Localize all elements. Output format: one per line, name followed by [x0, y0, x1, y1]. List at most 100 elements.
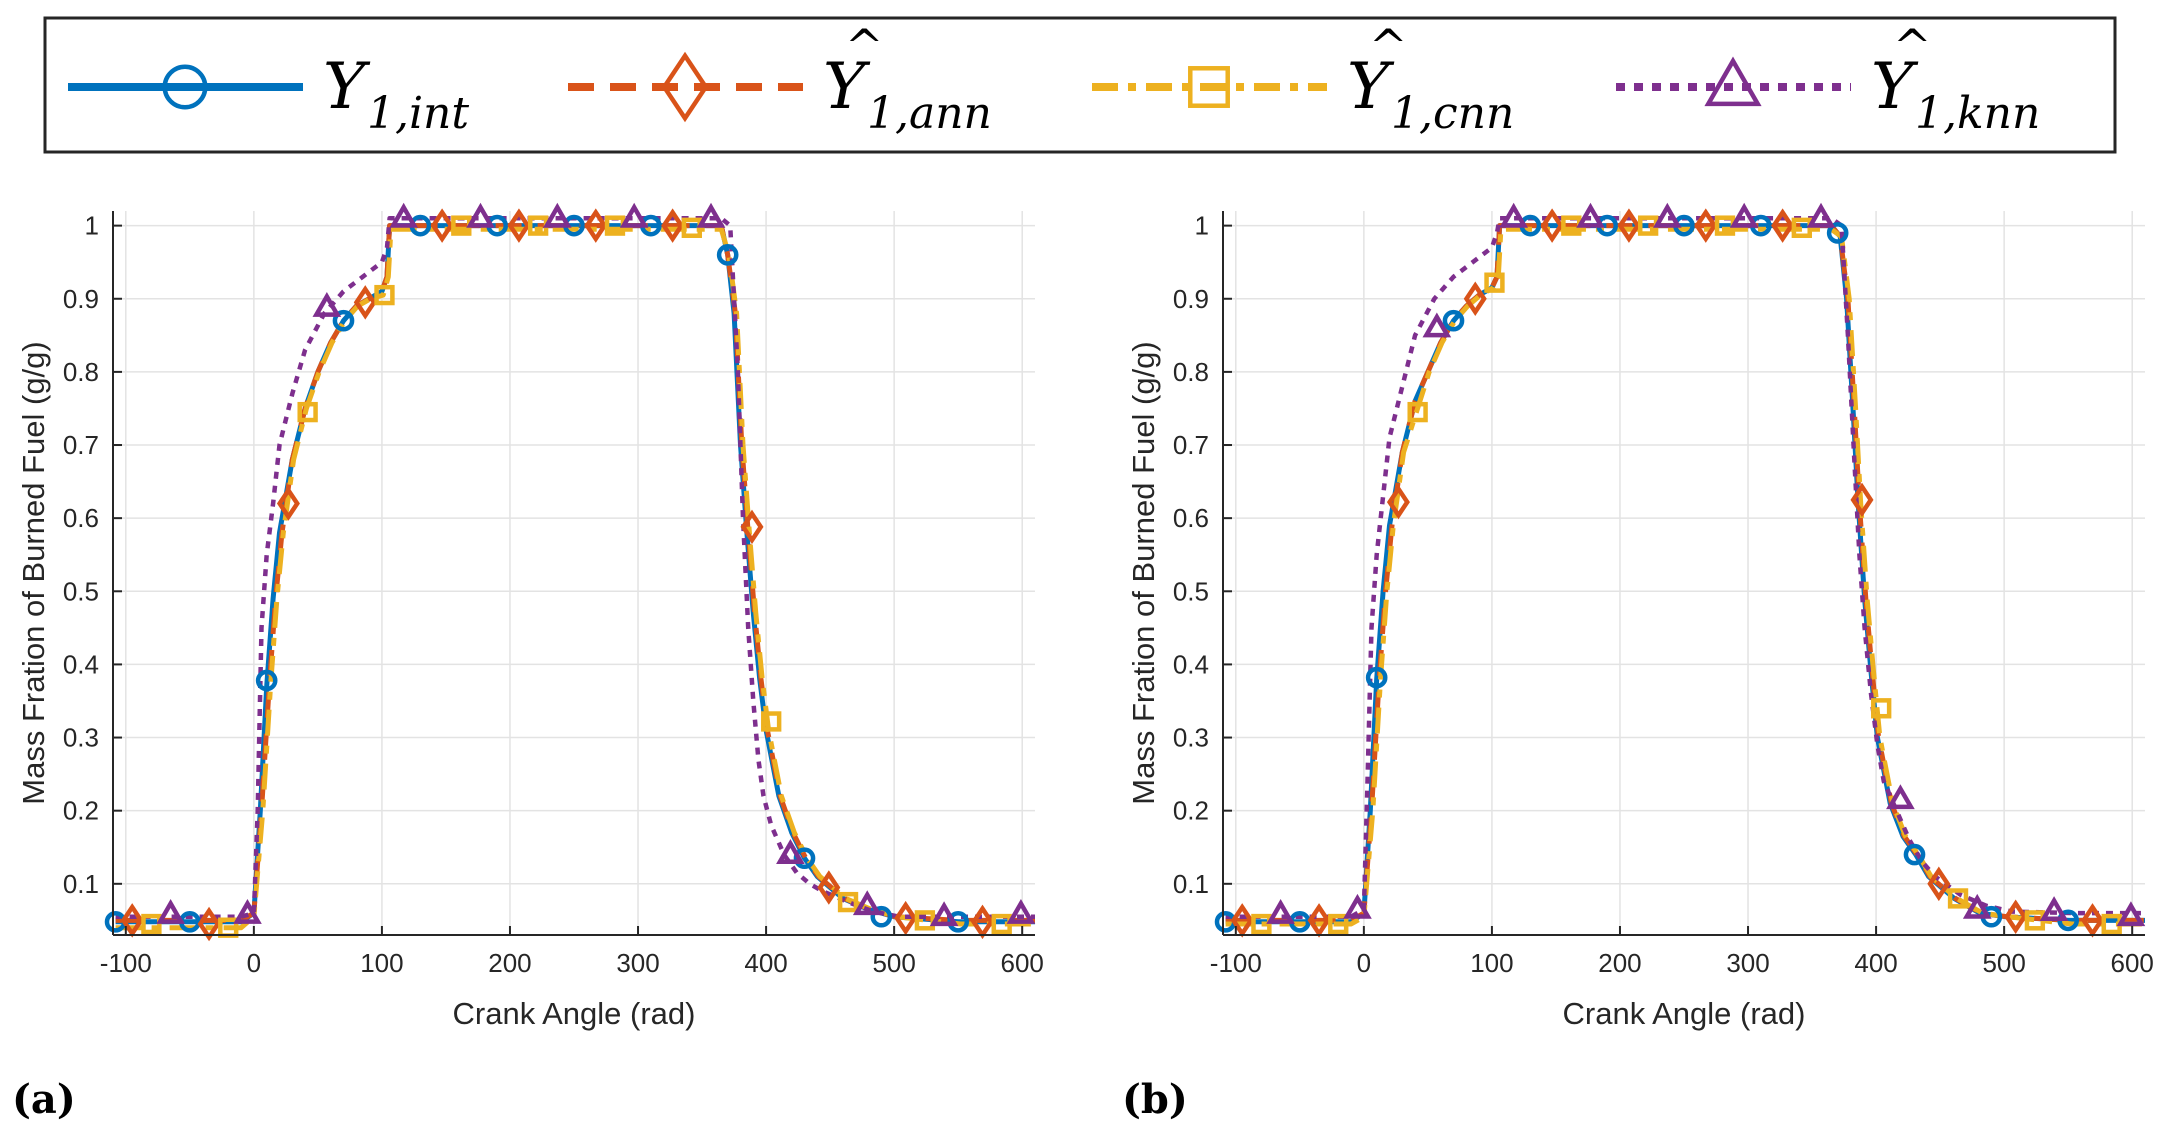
marker-Ŷ1,knn-5 — [543, 202, 572, 228]
marker-Y1,int-3 — [332, 309, 355, 332]
panel-b-background — [1223, 211, 2145, 935]
marker-Ŷ1,knn-3 — [1499, 202, 1529, 228]
marker-Y1,int-10 — [870, 905, 893, 928]
x-tick-label-0: -100 — [1210, 948, 1262, 978]
marker-Ŷ1,ann-5 — [1617, 208, 1641, 243]
legend-symbol-2: Y — [823, 50, 871, 124]
y-tick-label-3: 0.4 — [1173, 649, 1209, 679]
panel-a-x-ticks: -100 0 100 200 300 400 500 600 — [100, 926, 1044, 978]
marker-Y1,int-2 — [255, 669, 278, 692]
legend-subscript-1: 1,int — [367, 88, 469, 139]
marker-Ŷ1,ann-2 — [276, 486, 300, 521]
marker-Ŷ1,knn-11 — [2116, 901, 2146, 927]
marker-Ŷ1,ann-6 — [584, 208, 608, 243]
marker-Ŷ1,ann-0 — [1230, 903, 1254, 938]
y-tick-label-6: 0.7 — [63, 430, 99, 460]
marker-Ŷ1,cnn-2 — [297, 401, 318, 423]
marker-Ŷ1,knn-8 — [1886, 784, 1915, 810]
marker-Ŷ1,cnn-7 — [681, 217, 702, 238]
panel-b-axes — [1222, 211, 2145, 936]
x-tick-label-6: 500 — [1982, 948, 2025, 978]
panel-a-label: (a) — [12, 1076, 76, 1123]
x-tick-label-2: 100 — [360, 948, 403, 978]
panel-a: -100 0 100 200 300 400 500 600 0.10.20.30.40.50… — [12, 202, 1044, 1123]
legend-marker-4 — [1704, 56, 1762, 107]
marker-Y1,int-9 — [1903, 843, 1926, 866]
marker-Ŷ1,cnn-9 — [837, 891, 859, 913]
series-line-Ŷ1,knn — [115, 216, 1035, 919]
legend-marker-1 — [162, 64, 208, 110]
marker-Ŷ1,cnn-11 — [991, 913, 1012, 935]
marker-Ŷ1,knn-5 — [1653, 202, 1682, 228]
marker-Ŷ1,ann-7 — [1771, 208, 1795, 243]
marker-Ŷ1,knn-4 — [466, 202, 495, 228]
marker-Y1,int-2 — [1365, 666, 1388, 689]
y-tick-label-8: 0.9 — [63, 284, 99, 314]
y-tick-label-4: 0.5 — [63, 576, 99, 606]
legend-symbol-4: Y — [1871, 50, 1919, 124]
marker-Ŷ1,knn-0 — [1266, 899, 1295, 924]
marker-Ŷ1,ann-1 — [197, 906, 221, 942]
legend-symbol-3: Y — [1347, 50, 1395, 124]
x-tick-label-1: 0 — [247, 948, 261, 978]
panel-b-x-ticks: -100 0 100 200 300 400 500 600 — [1210, 926, 2154, 978]
marker-Ŷ1,knn-1 — [1343, 893, 1372, 919]
y-tick-label-3: 0.4 — [63, 649, 99, 679]
x-tick-label-0: -100 — [100, 948, 152, 978]
legend-entry-1: Y 1,int — [68, 50, 469, 139]
marker-Ŷ1,ann-10 — [2004, 899, 2028, 934]
marker-Ŷ1,knn-2 — [1422, 312, 1452, 338]
marker-Y1,int-8 — [716, 244, 739, 266]
marker-Ŷ1,knn-11 — [1006, 899, 1036, 924]
y-tick-label-0: 0.1 — [63, 869, 99, 899]
series-line-Ŷ1,cnn — [115, 226, 1035, 931]
y-tick-label-7: 0.8 — [63, 357, 99, 387]
x-tick-label-3: 200 — [488, 948, 531, 978]
marker-Ŷ1,ann-6 — [1694, 208, 1718, 243]
marker-Ŷ1,knn-10 — [929, 901, 959, 927]
legend-entries: Y 1,int Y^1,ann Y^1,cnn Y^1,knn — [68, 19, 2040, 139]
panel-a-y-ticks: 0.1 0.2 0.3 0.4 0.5 0.6 0.7 0.8 0.9 1 — [63, 211, 122, 899]
panel-a-y-label: Mass Fration of Burned Fuel (g/g) — [16, 341, 51, 804]
marker-Ŷ1,cnn-0 — [141, 913, 162, 935]
legend-hat-3: ^ — [1369, 19, 1408, 73]
panel-b-markers — [1214, 202, 2146, 938]
marker-Ŷ1,knn-9 — [1962, 893, 1992, 919]
y-tick-label-5: 0.6 — [1173, 503, 1209, 533]
marker-Ŷ1,knn-8 — [776, 839, 805, 864]
marker-Ŷ1,ann-1 — [1307, 903, 1331, 938]
x-tick-label-6: 500 — [872, 948, 915, 978]
marker-Y1,int-3 — [1442, 309, 1465, 332]
x-tick-label-4: 300 — [616, 948, 659, 978]
legend-marker-2 — [661, 51, 709, 123]
marker-Ŷ1,knn-7 — [696, 202, 726, 228]
panel-b-y-label: Mass Fration of Burned Fuel (g/g) — [1126, 341, 1161, 804]
marker-Ŷ1,cnn-0 — [1251, 913, 1272, 935]
marker-Ŷ1,knn-2 — [312, 292, 342, 317]
y-tick-label-1: 0.2 — [1173, 796, 1209, 826]
x-tick-label-5: 400 — [744, 948, 787, 978]
legend-marker-3 — [1188, 66, 1230, 108]
marker-Ŷ1,ann-4 — [430, 208, 454, 243]
x-tick-label-4: 300 — [1726, 948, 1769, 978]
x-tick-label-5: 400 — [1854, 948, 1897, 978]
x-tick-label-7: 600 — [1000, 948, 1043, 978]
marker-Ŷ1,ann-4 — [1540, 208, 1564, 243]
marker-Ŷ1,ann-9 — [817, 870, 841, 905]
marker-Ŷ1,cnn-7 — [1791, 217, 1812, 238]
marker-Y1,int-8 — [1826, 222, 1849, 244]
marker-Ŷ1,knn-10 — [2039, 896, 2069, 921]
legend-symbol-1: Y — [323, 50, 371, 124]
marker-Ŷ1,cnn-3 — [374, 284, 395, 306]
panel-a-axes — [112, 211, 1035, 936]
marker-Ŷ1,ann-9 — [1927, 866, 1951, 902]
marker-Ŷ1,cnn-3 — [1484, 272, 1505, 293]
y-tick-label-7: 0.8 — [1173, 357, 1209, 387]
panel-b-label: (b) — [1122, 1076, 1188, 1123]
panel-b-grid — [1223, 211, 2145, 935]
panel-a-x-label: Crank Angle (rad) — [453, 996, 696, 1031]
marker-Ŷ1,cnn-8 — [1871, 698, 1892, 719]
marker-Ŷ1,ann-5 — [507, 208, 531, 243]
y-tick-label-9: 1 — [1195, 211, 1209, 241]
